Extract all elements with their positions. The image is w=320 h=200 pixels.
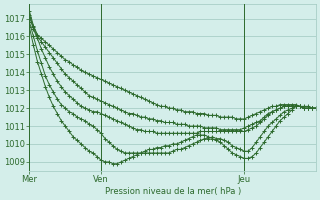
X-axis label: Pression niveau de la mer( hPa ): Pression niveau de la mer( hPa ) (105, 187, 241, 196)
